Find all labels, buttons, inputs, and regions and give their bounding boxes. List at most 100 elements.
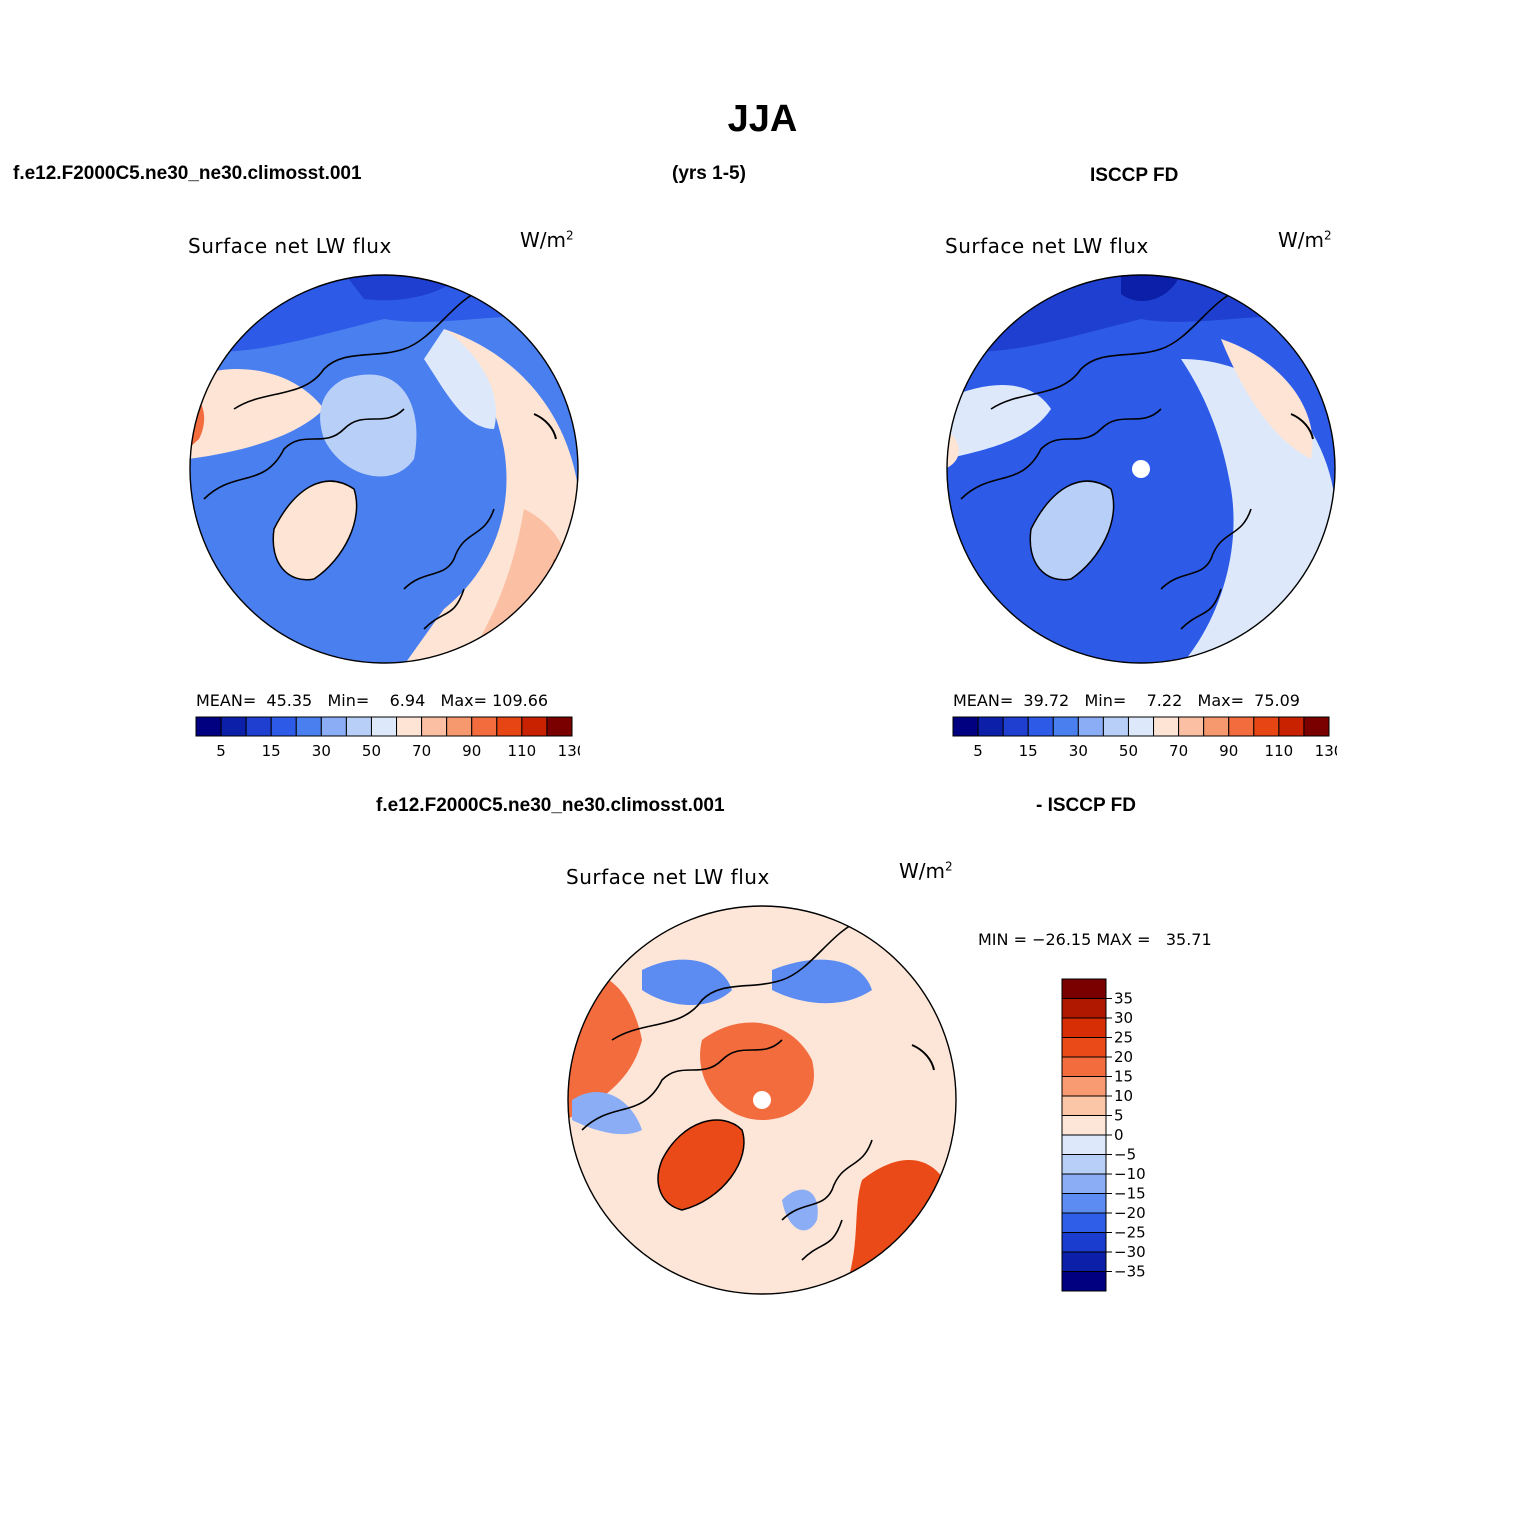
colorbar-tick-label: 50 [362,742,381,760]
panel-diff-units: W/m2 [899,859,953,883]
colorbar-swatch [320,716,347,737]
field-hot-center [700,1022,814,1120]
colorbar-swatch [1178,716,1205,737]
colorbar-swatch [1061,1134,1107,1155]
colorbar-swatch [1077,716,1104,737]
colorbar-tick-label: 130 [1315,742,1337,760]
colorbar-tick-label: −10 [1114,1165,1146,1183]
colorbar-swatch [1303,716,1330,737]
colorbar-tick-label: 90 [1219,742,1238,760]
colorbar-swatch [1061,1154,1107,1175]
colorbar-swatch [1061,1037,1107,1058]
colorbar-swatch [270,716,297,737]
colorbar-swatch [521,716,548,737]
colorbar-tick-label: 70 [412,742,431,760]
colorbar-swatch [1061,1056,1107,1077]
colorbar-swatch [1002,716,1029,737]
field-cold-n [772,959,872,1004]
panel-obs-units: W/m2 [1278,228,1332,252]
field-darker-north [1121,275,1181,301]
colorbar-swatch [345,716,372,737]
colorbar-obs: 5 15 30 50 70 90 110 130 [952,716,1337,760]
colorbar-swatch [370,716,398,737]
pole-hole [1132,460,1150,478]
colorbar-tick-label: 90 [462,742,481,760]
colorbar-swatch [1278,716,1305,737]
map-obs [946,274,1336,664]
field-pale-ne [424,329,496,429]
colorbar-swatch [295,716,322,737]
colorbar-swatch [1061,1212,1107,1233]
colorbar-swatch [1061,1271,1107,1292]
colorbar-swatch [1228,716,1255,737]
field-pale-center [320,374,417,477]
colorbar-tick-label: 15 [262,742,281,760]
colorbar-swatch [1061,1193,1107,1214]
colorbar-tick-label: 110 [508,742,537,760]
panel-obs-title: Surface net LW flux [945,234,1149,258]
colorbar-swatch [1153,716,1180,737]
colorbar-tick-label: 5 [973,742,983,760]
colorbar-tick-label: 20 [1114,1048,1133,1066]
colorbar-tick-label: −30 [1114,1243,1146,1261]
field-pale-west [947,385,1051,459]
colorbar-tick-label: 130 [558,742,580,760]
stats-obs: MEAN= 39.72 Min= 7.22 Max= 75.09 [953,691,1300,710]
colorbar-tick-label: −35 [1114,1263,1146,1281]
obs-header: ISCCP FD [1090,165,1179,186]
colorbar-tick-label: −20 [1114,1204,1146,1222]
colorbar-swatch [1061,1095,1107,1116]
diff-obs-header: - ISCCP FD [1036,795,1136,816]
field-cold-south [782,1189,818,1231]
colorbar-swatch [220,716,247,737]
colorbar-swatch [1027,716,1054,737]
colorbar-swatch [396,716,423,737]
colorbar-swatch [1127,716,1155,737]
colorbar-tick-label: 30 [1114,1009,1133,1027]
panel-diff-title: Surface net LW flux [566,865,770,889]
colorbar-tick-label: 0 [1114,1126,1124,1144]
diff-minmax: MIN = −26.15 MAX = 35.71 [978,930,1212,949]
colorbar-swatch [471,716,498,737]
colorbar-swatch [1061,1017,1107,1038]
greenland-outline [657,1119,745,1211]
map-model [189,274,579,664]
panel-model-units: W/m2 [520,228,574,252]
colorbar-swatch [546,716,573,737]
greenland-outline [272,480,358,581]
colorbar-swatch [1203,716,1230,737]
colorbar-tick-label: 35 [1114,990,1133,1008]
stats-model: MEAN= 45.35 Min= 6.94 Max= 109.66 [196,691,549,710]
colorbar-tick-label: 15 [1114,1068,1133,1086]
colorbar-swatch [245,716,272,737]
field-warm-ne [1221,339,1313,459]
diff-case-header: f.e12.F2000C5.ne30_ne30.climosst.001 [376,795,725,816]
colorbar-swatch [1061,978,1107,999]
years-header: (yrs 1-5) [672,163,746,184]
colorbar-swatch [1052,716,1079,737]
colorbar-tick-label: 5 [216,742,226,760]
panel-model-title: Surface net LW flux [188,234,392,258]
colorbar-model: 5 15 30 50 70 90 110 130 [195,716,580,760]
colorbar-swatch [1061,998,1107,1019]
colorbar-swatch [1061,1232,1107,1253]
greenland-outline [1029,480,1115,581]
colorbar-tick-label: −25 [1114,1224,1146,1242]
colorbar-swatch [496,716,523,737]
colorbar-tick-label: 70 [1169,742,1188,760]
colorbar-tick-label: 25 [1114,1029,1133,1047]
colorbar-tick-label: 110 [1265,742,1294,760]
colorbar-swatch [1102,716,1129,737]
colorbar-tick-label: 30 [1069,742,1088,760]
colorbar-swatch [977,716,1004,737]
colorbar-swatch [1061,1076,1107,1097]
colorbar-swatch [952,716,979,737]
colorbar-tick-label: −15 [1114,1185,1146,1203]
colorbar-swatch [1061,1115,1107,1136]
colorbar-tick-label: 10 [1114,1087,1133,1105]
colorbar-swatch [446,716,473,737]
colorbar-swatch [1061,1173,1107,1194]
colorbar-swatch [1253,716,1280,737]
pole-hole [753,1091,771,1109]
colorbar-tick-label: 30 [312,742,331,760]
